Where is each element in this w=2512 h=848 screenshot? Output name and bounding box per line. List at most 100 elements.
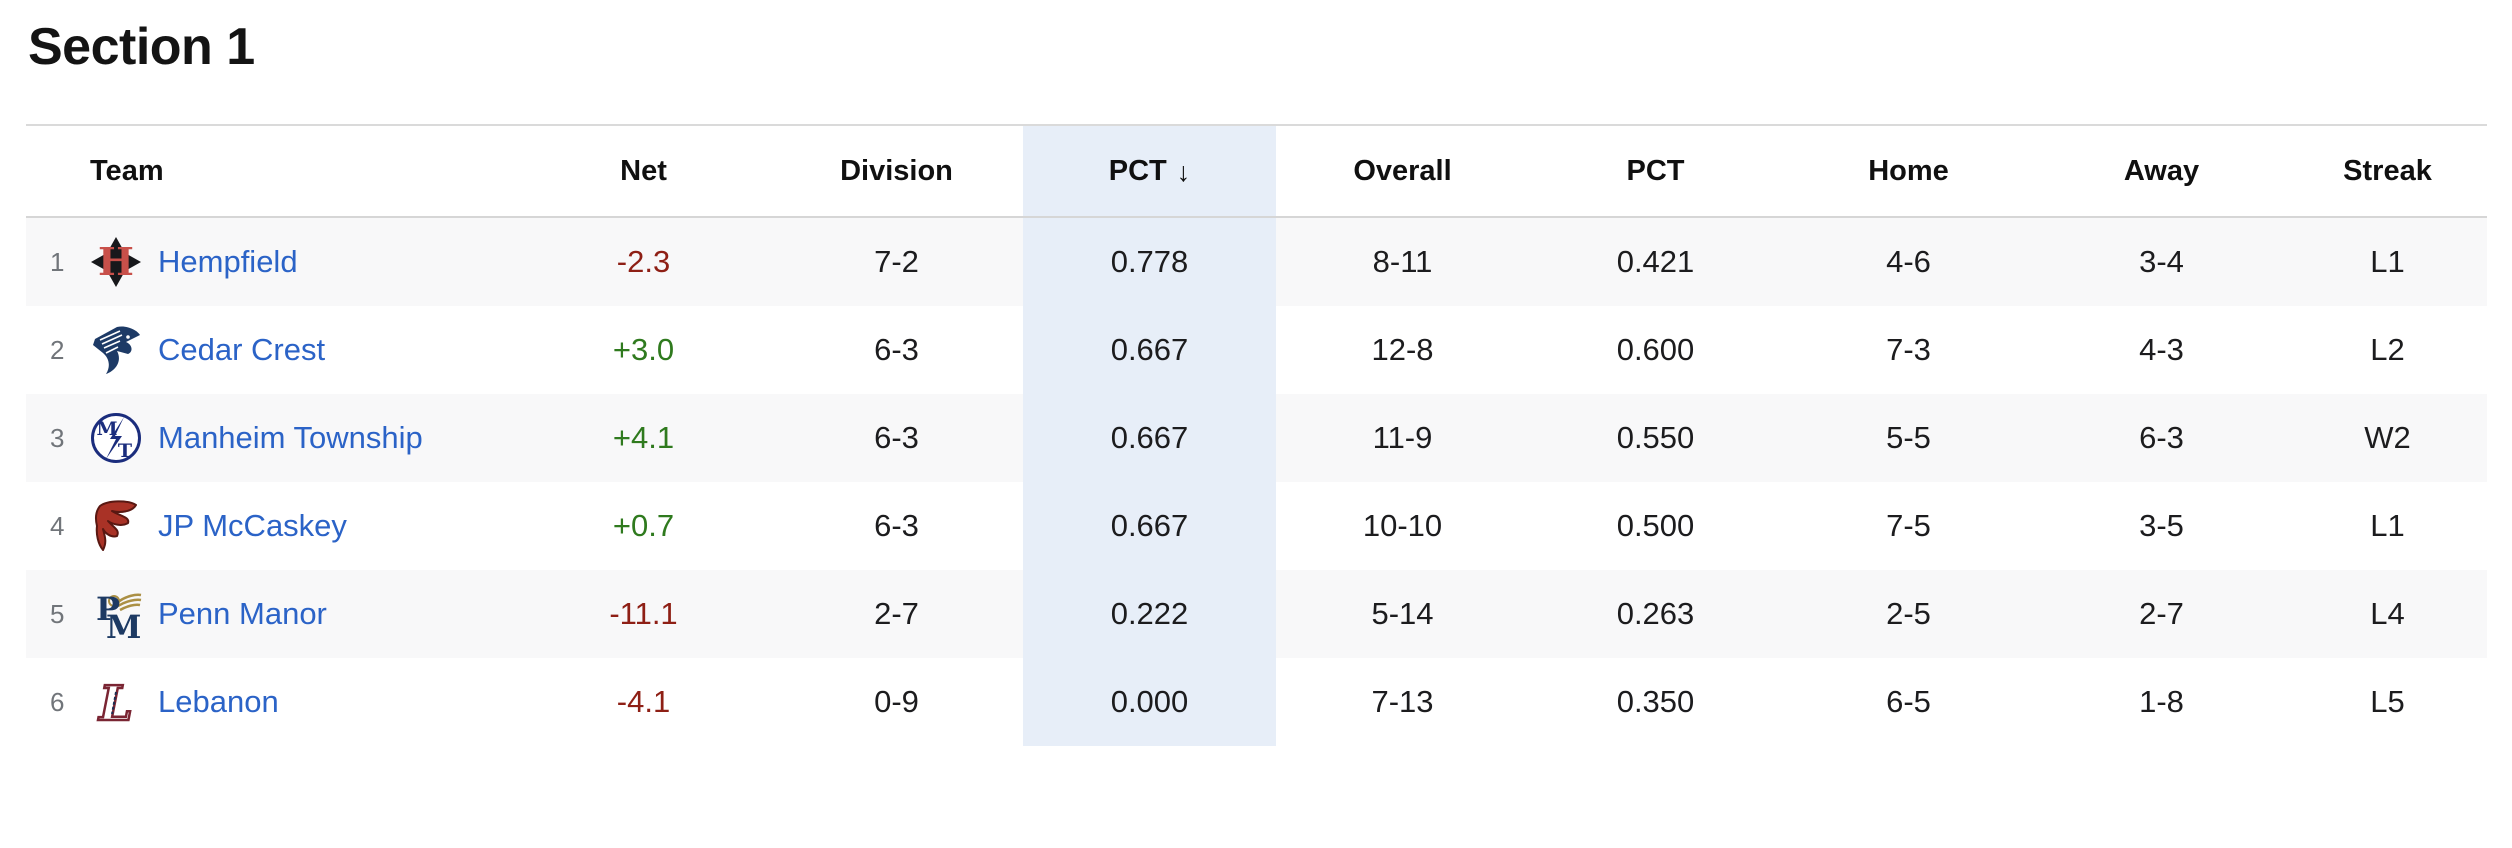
- column-header-net[interactable]: Net: [620, 154, 667, 187]
- standings-table: Team Net Division PCT ↓ Overall PCT Home…: [26, 124, 2487, 746]
- division-cell: 6-3: [874, 420, 919, 455]
- lebanon-logo-icon: L: [96, 676, 134, 728]
- team-name-link[interactable]: JP McCaskey: [158, 508, 347, 543]
- rank-label: 1: [50, 246, 65, 277]
- team-link[interactable]: H Hempfield: [90, 236, 298, 288]
- rank-label: 6: [50, 686, 65, 717]
- column-header-overall-pct[interactable]: PCT: [1626, 154, 1685, 187]
- svg-text:M: M: [106, 608, 141, 640]
- division-cell: 6-3: [874, 508, 919, 543]
- division-cell: 2-7: [874, 596, 919, 631]
- overall-cell: 7-13: [1371, 684, 1434, 719]
- away-cell: 2-7: [2139, 596, 2184, 631]
- team-link[interactable]: L Lebanon: [90, 676, 279, 728]
- home-cell: 7-5: [1886, 508, 1931, 543]
- home-cell: 5-5: [1886, 420, 1931, 455]
- cedar-crest-logo-icon: [93, 326, 140, 374]
- division-pct-cell: 0.000: [1023, 658, 1276, 746]
- page-title: Section 1: [28, 18, 255, 76]
- standings-page: Section 1 Team Net Division PCT ↓ Overal…: [26, 18, 2487, 746]
- overall-cell: 10-10: [1362, 508, 1443, 543]
- team-cell: 4 JP McCaskey: [26, 482, 517, 570]
- team-link[interactable]: P M Penn Manor: [90, 588, 327, 640]
- column-header-home[interactable]: Home: [1868, 154, 1949, 187]
- team-cell: 6 L Lebanon: [26, 658, 517, 746]
- overall-pct-cell: 0.263: [1616, 596, 1695, 631]
- rank-label: 2: [50, 334, 65, 365]
- overall-pct-cell: 0.421: [1616, 244, 1695, 279]
- streak-cell: L1: [2370, 508, 2405, 543]
- net-cell: -4.1: [616, 684, 671, 719]
- column-header-overall[interactable]: Overall: [1353, 154, 1452, 187]
- division-pct-cell: 0.222: [1023, 570, 1276, 658]
- home-cell: 7-3: [1886, 332, 1931, 367]
- division-cell: 0-9: [874, 684, 919, 719]
- penn-manor-logo-icon: P M: [96, 590, 141, 640]
- team-name-link[interactable]: Lebanon: [158, 684, 279, 719]
- table-header-row: Team Net Division PCT ↓ Overall PCT Home…: [26, 126, 2487, 218]
- overall-pct-cell: 0.500: [1616, 508, 1695, 543]
- away-cell: 3-5: [2139, 508, 2184, 543]
- division-cell: 7-2: [874, 244, 919, 279]
- team-link[interactable]: JP McCaskey: [90, 500, 347, 552]
- streak-cell: W2: [2364, 420, 2411, 455]
- team-cell: 5 P M Penn Manor: [26, 570, 517, 658]
- overall-pct-cell: 0.350: [1616, 684, 1695, 719]
- column-header-streak[interactable]: Streak: [2343, 154, 2432, 187]
- division-pct-cell: 0.778: [1023, 218, 1276, 306]
- away-cell: 3-4: [2139, 244, 2184, 279]
- net-cell: +4.1: [612, 420, 675, 455]
- team-link[interactable]: Cedar Crest: [90, 324, 325, 376]
- column-header-pct-label: PCT: [1108, 154, 1167, 187]
- division-pct-cell: 0.667: [1023, 394, 1276, 482]
- home-cell: 6-5: [1886, 684, 1931, 719]
- svg-text:P: P: [96, 590, 120, 628]
- table-row: 2 Cedar Crest +3.0 6-3 0.667 12-8 0.600: [26, 306, 2487, 394]
- overall-cell: 12-8: [1371, 332, 1434, 367]
- net-cell: -2.3: [616, 244, 671, 279]
- svg-text:M: M: [96, 418, 117, 440]
- division-pct-cell: 0.667: [1023, 482, 1276, 570]
- svg-text:H: H: [98, 239, 134, 284]
- rank-label: 3: [50, 422, 65, 453]
- streak-cell: L1: [2370, 244, 2405, 279]
- net-cell: +0.7: [612, 508, 675, 543]
- team-cell: 3 M T Manheim Township: [26, 394, 517, 482]
- table-row: 4 JP McCaskey +0.7 6-3 0.667 10-10 0.500…: [26, 482, 2487, 570]
- sort-descending-icon: ↓: [1176, 156, 1191, 187]
- rank-label: 4: [50, 510, 65, 541]
- division-pct-cell: 0.667: [1023, 306, 1276, 394]
- team-name-link[interactable]: Hempfield: [158, 244, 298, 279]
- svg-text:T: T: [118, 440, 132, 462]
- table-row: 6 L Lebanon -4.1 0-9 0.000 7-13 0.350 6-…: [26, 658, 2487, 746]
- team-link[interactable]: M T Manheim Township: [90, 412, 423, 464]
- home-cell: 2-5: [1886, 596, 1931, 631]
- column-header-team[interactable]: Team: [90, 154, 164, 187]
- column-header-pct-sorted[interactable]: PCT ↓: [1023, 126, 1276, 216]
- away-cell: 6-3: [2139, 420, 2184, 455]
- hempfield-logo-icon: H: [91, 237, 141, 287]
- streak-cell: L4: [2370, 596, 2405, 631]
- division-cell: 6-3: [874, 332, 919, 367]
- overall-cell: 11-9: [1372, 420, 1433, 455]
- column-header-division[interactable]: Division: [840, 154, 953, 187]
- net-cell: -11.1: [609, 596, 678, 631]
- column-header-away[interactable]: Away: [2123, 154, 2200, 187]
- team-name-link[interactable]: Manheim Township: [158, 420, 423, 455]
- streak-cell: L2: [2370, 332, 2405, 367]
- jp-mccaskey-logo-icon: [95, 500, 137, 551]
- overall-cell: 8-11: [1372, 244, 1433, 279]
- table-row: 5 P M Penn Manor -11.1 2-7 0.222 5-14: [26, 570, 2487, 658]
- team-cell: 1 H Hempfield: [26, 218, 517, 306]
- table-row: 3 M T Manheim Township +4.1 6-3 0.667 11…: [26, 394, 2487, 482]
- net-cell: +3.0: [612, 332, 675, 367]
- team-name-link[interactable]: Penn Manor: [158, 596, 327, 631]
- team-name-link[interactable]: Cedar Crest: [158, 332, 326, 367]
- manheim-township-logo-icon: M T: [91, 413, 141, 463]
- streak-cell: L5: [2370, 684, 2405, 719]
- overall-pct-cell: 0.600: [1616, 332, 1695, 367]
- rank-label: 5: [50, 598, 65, 629]
- away-cell: 1-8: [2139, 684, 2184, 719]
- overall-cell: 5-14: [1371, 596, 1434, 631]
- home-cell: 4-6: [1886, 244, 1931, 279]
